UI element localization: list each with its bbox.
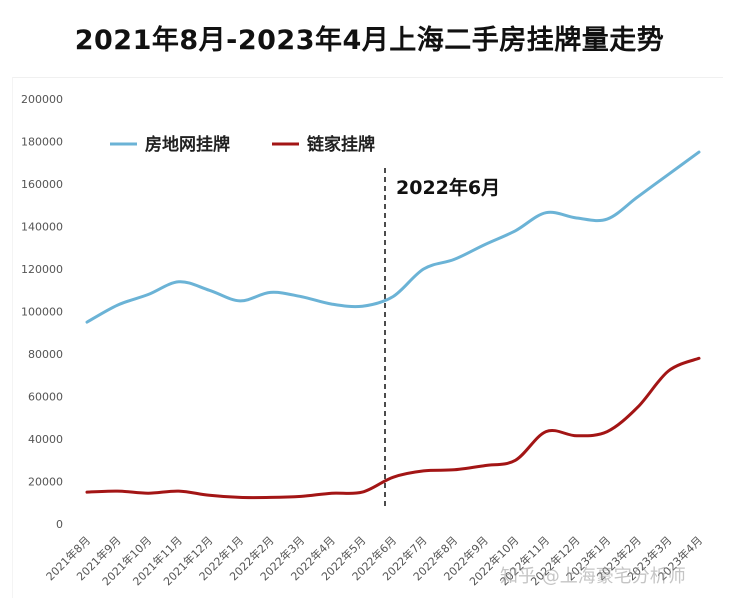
y-tick-label: 40000	[28, 433, 63, 446]
legend-label: 链家挂牌	[307, 134, 375, 155]
data-point	[698, 151, 701, 154]
y-tick-label: 100000	[21, 306, 63, 319]
data-point	[300, 295, 303, 298]
data-point	[86, 321, 89, 324]
series-lines	[85, 150, 701, 500]
data-point	[575, 217, 578, 220]
data-point	[177, 280, 180, 283]
y-tick-label: 140000	[21, 221, 63, 234]
data-point	[361, 491, 364, 494]
y-tick-label: 60000	[28, 391, 63, 404]
data-point	[483, 464, 486, 467]
data-point	[239, 299, 242, 302]
data-point	[422, 268, 425, 271]
y-axis: 0 20000 40000 60000 80000 100000 120000 140000 1…	[21, 93, 63, 531]
y-tick-label: 120000	[21, 263, 63, 276]
data-point	[698, 357, 701, 360]
data-point	[422, 469, 425, 472]
data-point	[667, 370, 670, 373]
y-tick-label: 180000	[21, 136, 63, 149]
y-tick-label: 20000	[28, 476, 63, 489]
chart-title: 2021年8月-2023年4月上海二手房挂牌量走势	[74, 25, 665, 56]
data-point	[392, 476, 395, 479]
data-point	[208, 494, 211, 497]
data-point	[300, 495, 303, 498]
data-point	[514, 459, 517, 462]
data-point	[177, 490, 180, 493]
data-point	[606, 218, 609, 221]
y-tick-label: 80000	[28, 348, 63, 361]
data-point	[606, 430, 609, 433]
data-point	[330, 303, 333, 306]
plot-area	[12, 77, 723, 598]
data-point	[116, 490, 119, 493]
series-line-0	[85, 150, 701, 324]
data-point	[545, 430, 548, 433]
series-line-1	[85, 356, 701, 500]
data-point	[453, 468, 456, 471]
data-point	[545, 211, 548, 214]
data-point	[514, 229, 517, 232]
legend: 房地网挂牌 链家挂牌	[110, 134, 375, 155]
data-point	[147, 293, 150, 296]
y-tick-label: 200000	[21, 93, 63, 106]
data-point	[453, 258, 456, 261]
data-point	[208, 289, 211, 292]
data-point	[116, 304, 119, 307]
y-tick-label: 160000	[21, 178, 63, 191]
data-point	[239, 496, 242, 499]
data-point	[330, 492, 333, 495]
annotation-label: 2022年6月	[396, 176, 500, 199]
data-point	[636, 195, 639, 198]
data-point	[86, 491, 89, 494]
data-point	[667, 173, 670, 176]
data-point	[483, 243, 486, 246]
data-point	[269, 291, 272, 294]
data-point	[269, 496, 272, 499]
y-tick-label: 0	[56, 518, 63, 531]
data-point	[575, 434, 578, 437]
data-point	[361, 305, 364, 308]
watermark: 知乎 @上海豪宅分析师	[500, 566, 686, 587]
data-point	[392, 295, 395, 298]
data-point	[636, 406, 639, 409]
data-point	[147, 492, 150, 495]
annotation: 2022年6月	[384, 168, 500, 510]
legend-label: 房地网挂牌	[145, 134, 230, 155]
